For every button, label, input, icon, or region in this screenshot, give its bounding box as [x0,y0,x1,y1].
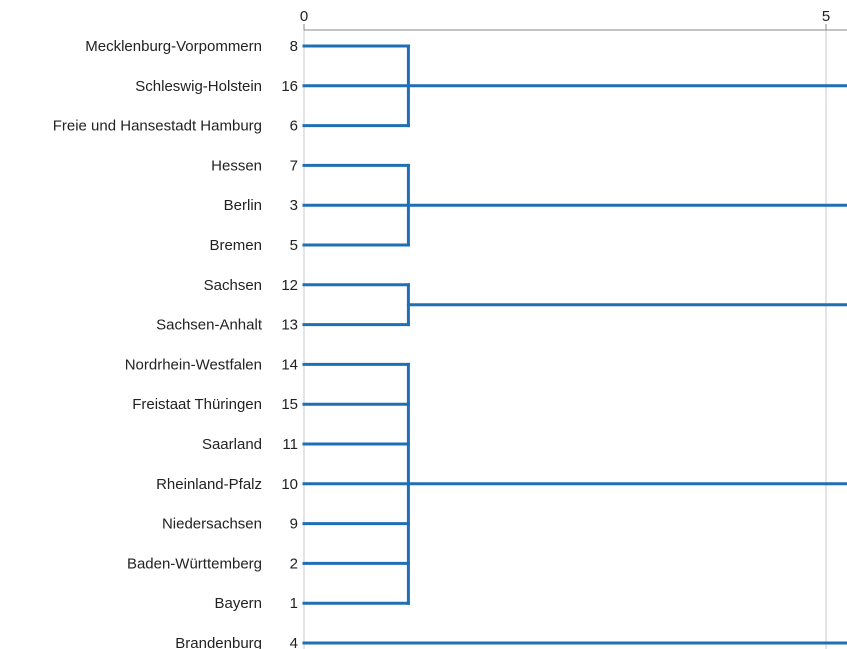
leaf-label: Freie und Hansestadt Hamburg [53,118,262,135]
leaf-label: Niedersachsen [162,516,262,533]
leaf-id: 1 [290,595,298,612]
leaf-label: Freistaat Thüringen [132,396,262,413]
leaf-label: Baden-Württemberg [127,555,262,572]
leaf-id: 14 [281,356,298,373]
leaf-label: Rheinland-Pfalz [156,476,262,493]
leaf-id: 11 [282,436,298,453]
dendrogram-links [302,44,847,645]
leaf-id: 9 [290,516,298,533]
leaf-label: Saarland [202,436,262,453]
x-axis: 0510152025 [300,8,847,31]
leaf-id: 8 [290,38,298,55]
leaf-id: 13 [281,317,298,334]
leaf-label: Bremen [209,237,262,254]
leaf-id: 12 [281,277,298,294]
leaf-label: Berlin [224,197,262,214]
leaf-id: 10 [281,476,298,493]
leaf-id: 4 [290,635,298,649]
leaf-label: Sachsen [204,277,262,294]
leaf-label: Hessen [211,157,262,174]
leaf-labels: Mecklenburg-Vorpommern 8 Schleswig-Holstei… [53,38,298,649]
leaf-id: 16 [281,78,298,95]
leaf-label: Bayern [214,595,262,612]
leaf-label: Mecklenburg-Vorpommern [85,38,262,55]
x-tick-label: 5 [822,8,830,25]
leaf-label: Nordrhein-Westfalen [125,356,262,373]
leaf-label: Schleswig-Holstein [135,78,262,95]
x-tick-label: 0 [300,8,308,25]
leaf-id: 2 [290,555,298,572]
leaf-label: Sachsen-Anhalt [156,317,263,334]
leaf-id: 6 [290,118,298,135]
leaf-label: Brandenburg [175,635,262,649]
leaf-id: 3 [290,197,298,214]
leaf-id: 7 [290,157,298,174]
leaf-id: 15 [281,396,298,413]
grid-layer [303,30,827,649]
leaf-id: 5 [290,237,298,254]
